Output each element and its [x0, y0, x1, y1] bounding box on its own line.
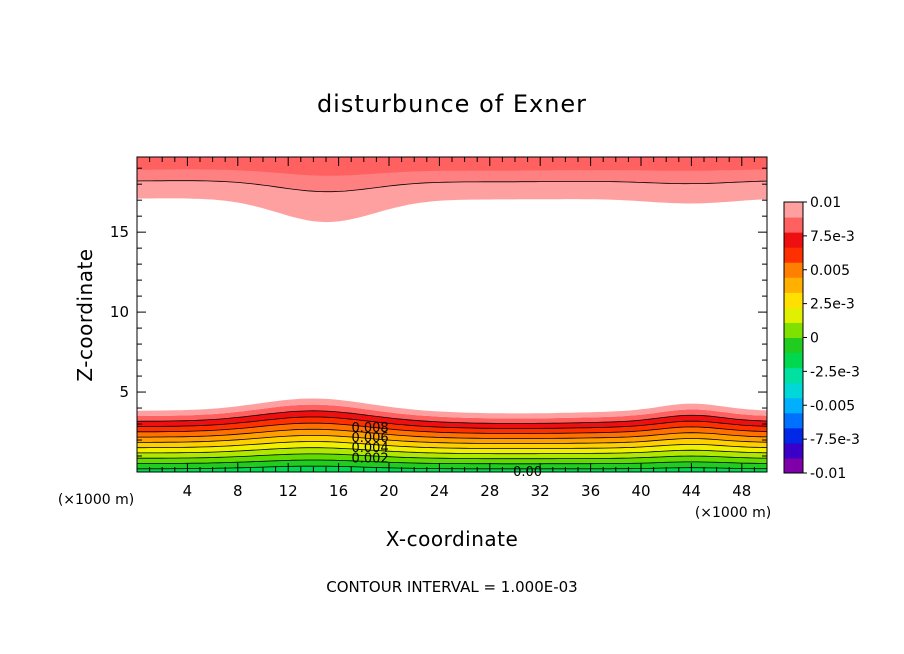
x-tick-label: 12 — [279, 482, 298, 500]
contour-line — [137, 435, 768, 444]
contour-band — [137, 417, 767, 434]
contour-band — [137, 447, 767, 459]
contour-line — [137, 416, 768, 429]
colorbar-swatch — [784, 232, 803, 248]
x-tick-label: 44 — [682, 482, 701, 500]
contour-band — [137, 410, 767, 429]
contour-line — [137, 459, 767, 465]
x-tick-label: 24 — [430, 482, 449, 500]
contour-label: 0.006 — [351, 431, 388, 446]
contour-line — [137, 447, 768, 455]
colorbar-tick-label: 7.5e-3 — [810, 229, 855, 245]
colorbar-tick-label: 0 — [810, 331, 819, 347]
z-axis-unit: (×1000 m) — [58, 492, 134, 508]
x-tick-label: 28 — [480, 482, 499, 500]
x-tick-label: 16 — [329, 482, 348, 500]
colorbar-swatch — [784, 397, 803, 414]
contour-band — [137, 453, 767, 464]
colorbar-tick-label: -0.005 — [810, 398, 855, 414]
contour-band — [137, 441, 767, 454]
colorbar-swatch — [784, 262, 803, 278]
colorbar-swatch — [784, 322, 803, 338]
contour-line — [137, 441, 768, 449]
x-tick-label: 40 — [631, 482, 650, 500]
colorbar-tick-label: 2.5e-3 — [810, 297, 855, 313]
colorbar-tick-label: -2.5e-3 — [810, 364, 860, 380]
contour-line — [137, 428, 768, 439]
contour-label: 0.00 — [513, 465, 542, 480]
contour-line — [136, 180, 768, 193]
z-tick-label: 15 — [110, 223, 129, 241]
contour-band — [137, 429, 767, 444]
x-tick-label: 36 — [581, 482, 600, 500]
x-tick-label: 20 — [379, 482, 398, 500]
contour-band — [137, 404, 767, 424]
contour-line — [137, 453, 767, 460]
colorbar-swatch — [784, 382, 803, 399]
colorbar-swatch — [784, 442, 803, 459]
colorbar-swatch — [784, 307, 803, 323]
z-tick-label: 5 — [119, 383, 129, 401]
x-tick-label: 32 — [531, 482, 550, 500]
contour-label: 0.002 — [351, 452, 388, 467]
chart-title: disturbunce of Exner — [317, 90, 587, 118]
x-axis-title: X-coordinate — [386, 527, 519, 551]
contour-line — [136, 410, 768, 424]
colorbar-swatch — [784, 427, 803, 444]
colorbar-tick-label: -0.01 — [810, 466, 846, 482]
contour-line — [137, 422, 768, 434]
contour-band — [137, 460, 767, 469]
colorbar-tick-label: 0.01 — [810, 195, 841, 211]
colorbar-swatch — [784, 412, 803, 429]
z-tick-label: 10 — [110, 303, 129, 321]
colorbar: 0.01 7.5e-3 0.005 2.5e-3 0 -2.5e-3 -0.005 -7.5e… — [783, 195, 860, 482]
x-tick-label: 4 — [183, 482, 193, 500]
colorbar-swatch — [784, 277, 803, 293]
colorbar-swatch — [784, 352, 803, 369]
contour-label: 0.008 — [351, 421, 388, 436]
colorbar-swatch — [784, 337, 803, 354]
x-tick-label: 48 — [732, 482, 751, 500]
colorbar-swatch — [784, 457, 803, 474]
contour-band — [137, 423, 767, 439]
contour-band — [137, 398, 767, 419]
colorbar-tick-label: 0.005 — [810, 263, 850, 279]
contour-interval-note: CONTOUR INTERVAL = 1.000E-03 — [326, 578, 577, 596]
colorbar-swatch — [784, 292, 803, 308]
contour-label: 0.004 — [351, 441, 388, 456]
colorbar-swatch — [784, 247, 803, 263]
colorbar-swatch — [784, 202, 803, 218]
z-axis-title: Z-coordinate — [73, 248, 97, 381]
contour-band — [137, 435, 767, 449]
x-tick-label: 8 — [233, 482, 243, 500]
contour-band — [137, 157, 767, 176]
colorbar-swatch — [784, 367, 803, 384]
x-axis-unit: (×1000 m) — [695, 505, 771, 521]
colorbar-swatch — [784, 217, 803, 233]
colorbar-tick-label: -7.5e-3 — [810, 432, 860, 448]
